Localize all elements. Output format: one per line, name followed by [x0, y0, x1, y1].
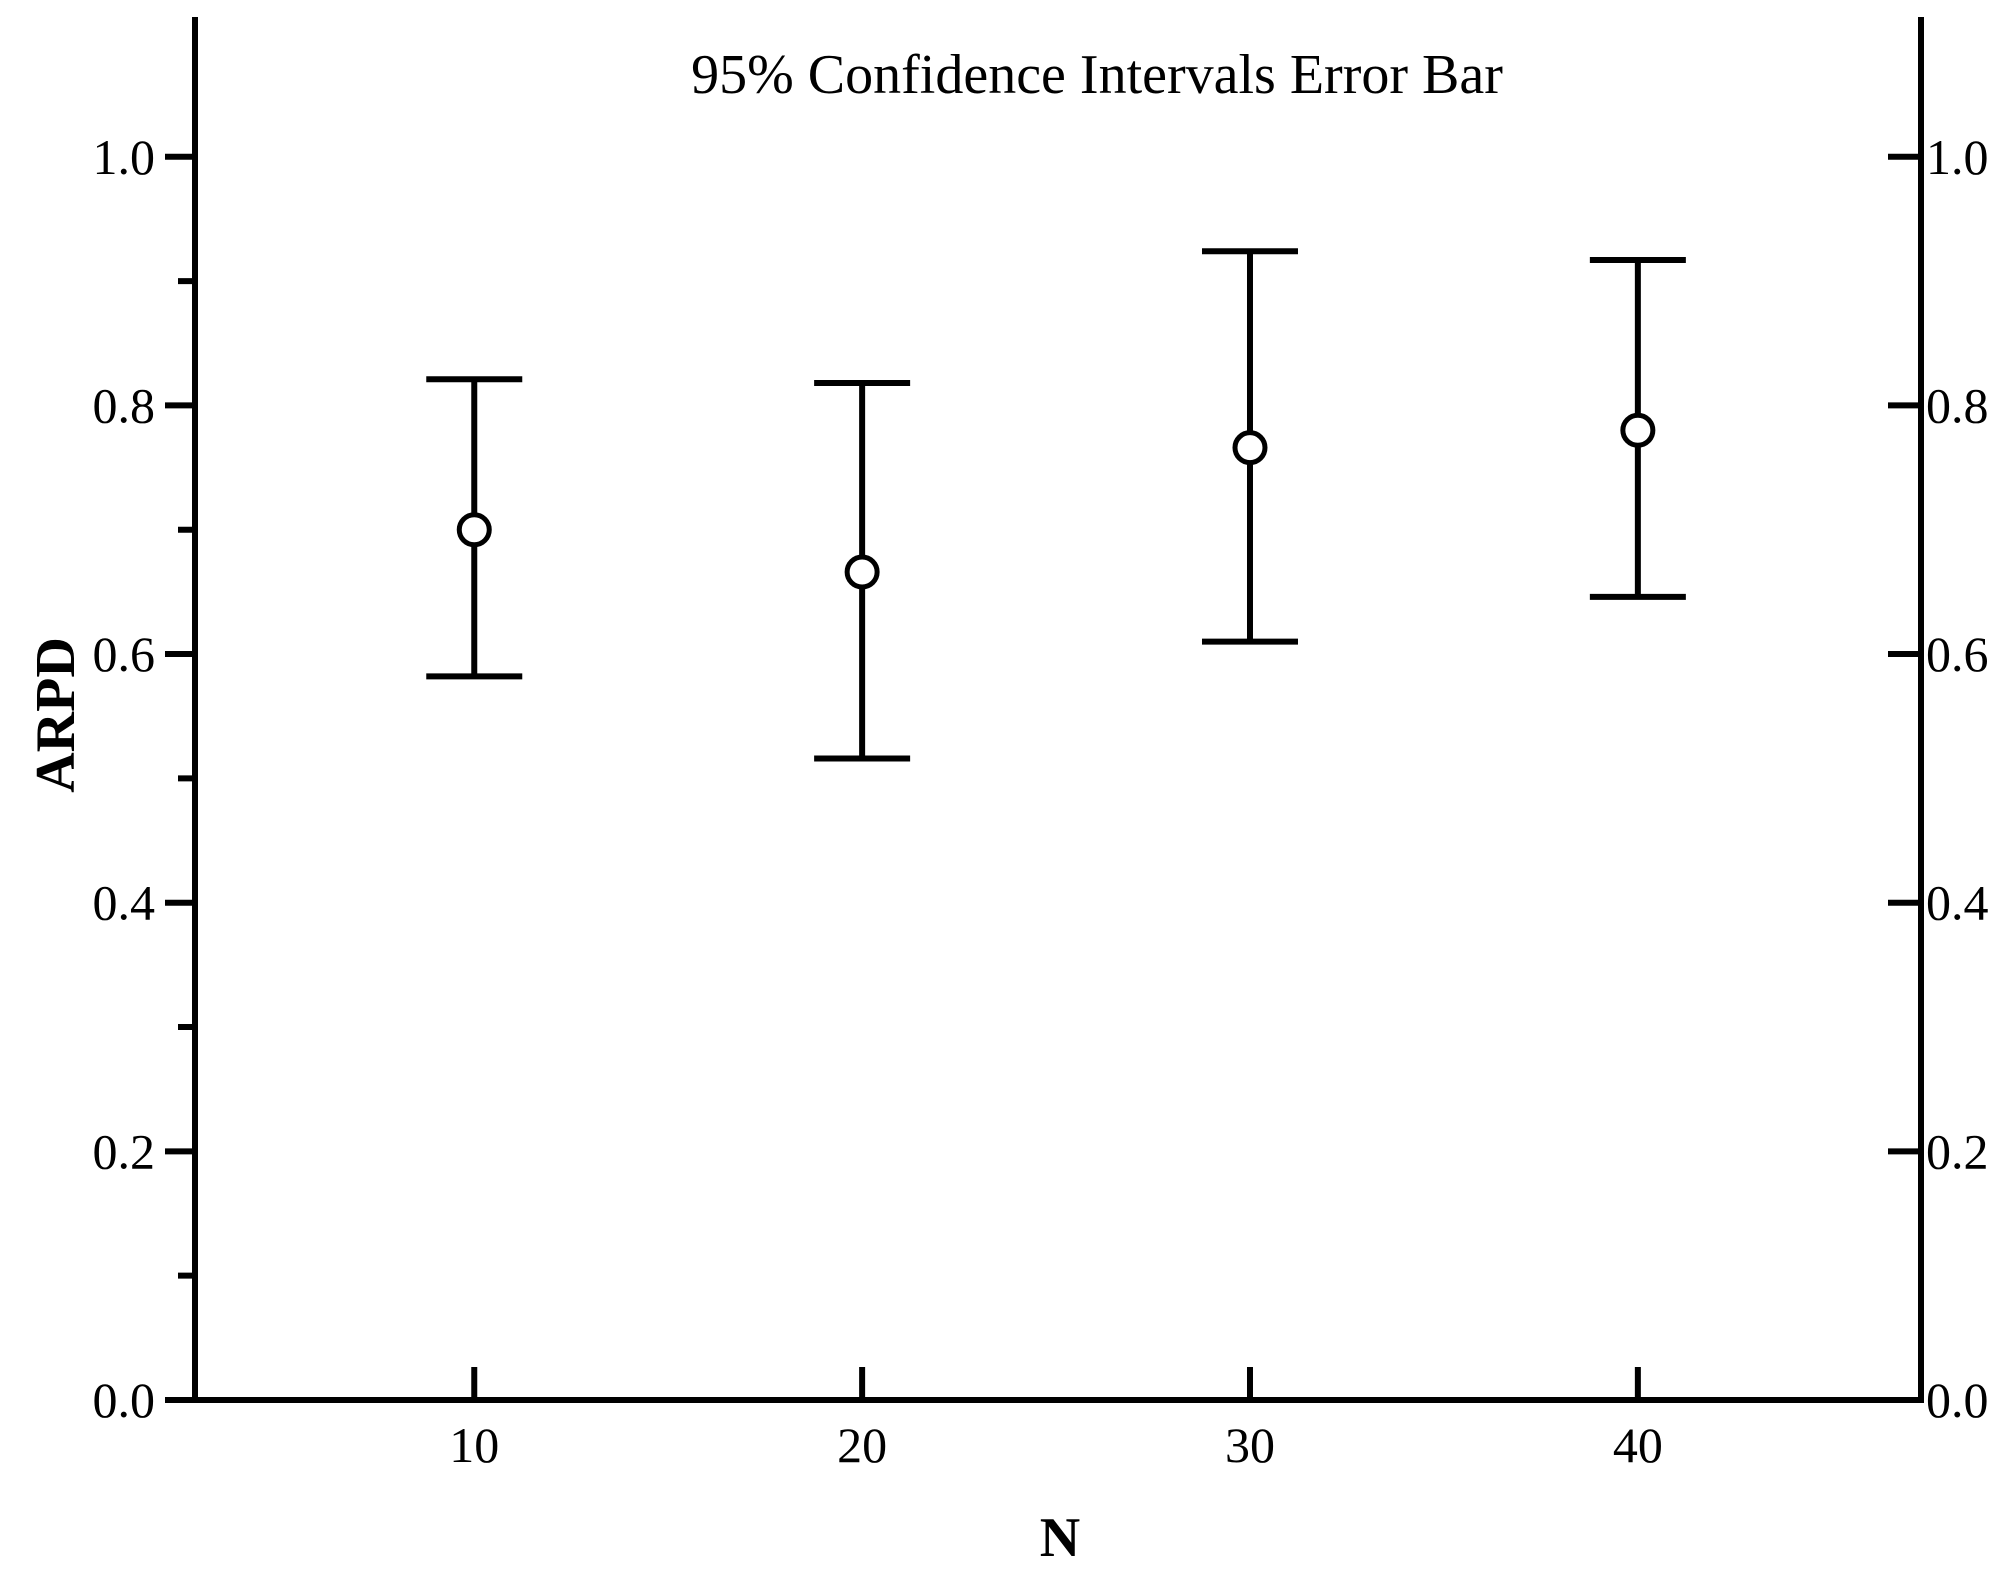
x-tick-label: 40	[1613, 1417, 1663, 1473]
plot-frame	[192, 17, 1924, 1403]
y-tick-label: 0.0	[93, 1372, 156, 1428]
y-axis-title: ARPD	[25, 637, 87, 793]
x-tick-label: 10	[449, 1417, 499, 1473]
right-y-tick-label: 1.0	[1926, 129, 1989, 185]
mean-point	[1620, 412, 1656, 448]
right-y-tick-label: 0.0	[1926, 1372, 1989, 1428]
y-tick-label: 0.6	[93, 626, 156, 682]
right-y-tick-label: 0.4	[1926, 875, 1989, 931]
chart-title: 95% Confidence Intervals Error Bar	[691, 44, 1503, 106]
x-tick-label: 30	[1225, 1417, 1275, 1473]
y-tick-label: 1.0	[93, 129, 156, 185]
mean-point	[456, 512, 492, 548]
y-tick-label: 0.8	[93, 377, 156, 433]
y-tick-label: 0.4	[93, 875, 156, 931]
axis-ticks: 0.0 0.2 0.4 0.6 0.8 1.0 0.0 0.2 0.4 0.6 0.8 1.0 10 20…	[93, 129, 1989, 1473]
x-tick-label: 20	[837, 1417, 887, 1473]
error-bars	[426, 248, 1686, 762]
right-y-tick-label: 0.8	[1926, 377, 1989, 433]
mean-point	[1232, 430, 1268, 466]
right-y-tick-label: 0.2	[1926, 1123, 1989, 1179]
y-tick-label: 0.2	[93, 1123, 156, 1179]
mean-point	[844, 554, 880, 590]
right-y-tick-label: 0.6	[1926, 626, 1989, 682]
x-axis-title: N	[1040, 1507, 1080, 1569]
